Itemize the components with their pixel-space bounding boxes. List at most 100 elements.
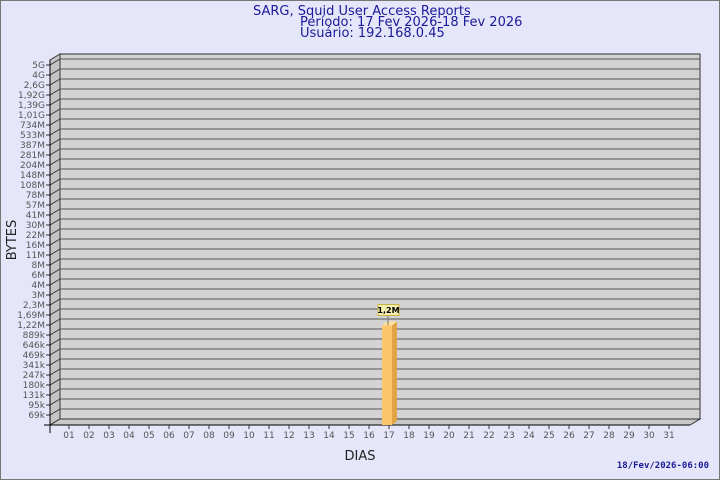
x-tick-label: 07 [183,431,194,441]
x-tick-label: 04 [123,431,135,441]
x-tick-label: 06 [163,431,175,441]
x-tick-label: 18 [403,431,415,441]
x-tick-label: 10 [243,431,255,441]
side-gridline [49,108,61,116]
y-tick-label: 16M [26,241,45,251]
side-gridline [49,68,61,76]
y-tick-label: 1,39G [18,101,45,111]
back-wall [59,53,701,420]
side-gridline [49,328,61,336]
chart-user: Usuário: 192.168.0.45 [300,26,445,41]
x-tick-label: 20 [443,431,455,441]
y-tick-label: 30M [26,221,45,231]
side-gridline [49,268,61,276]
chart-period: Período: 17 Fev 2026-18 Fev 2026 [300,15,523,30]
y-tick-label: 889k [23,331,46,341]
chart-title: SARG, Squid User Access Reports [253,4,471,19]
y-tick-label: 22M [26,231,45,241]
y-tick-label: 247k [23,371,46,381]
side-gridline [49,218,61,226]
x-tick-label: 26 [563,431,575,441]
x-tick-label: 15 [343,431,354,441]
y-tick-label: 3M [32,291,46,301]
side-gridline [49,348,61,356]
y-tick-label: 4G [32,71,45,81]
side-gridline [49,78,61,86]
y-tick-label: 204M [20,161,45,171]
bar-front [382,325,392,425]
side-gridline [49,248,61,256]
side-gridline [49,98,61,106]
x-tick-label: 29 [623,431,635,441]
side-gridline [49,358,61,366]
side-gridline [49,308,61,316]
x-tick-label: 16 [363,431,375,441]
side-gridline [49,398,61,406]
y-axis-label: BYTES [5,220,20,261]
side-gridline [49,138,61,146]
x-tick-label: 21 [463,431,474,441]
y-tick-label: 6M [32,271,46,281]
x-tick-label: 14 [323,431,335,441]
y-tick-label: 4M [32,281,46,291]
y-tick-label: 281M [20,151,45,161]
y-tick-label: 57M [26,201,45,211]
y-tick-label: 533M [20,131,45,141]
y-tick-label: 1,92G [18,91,45,101]
side-gridline [49,258,61,266]
y-tick-label: 148M [20,171,45,181]
y-tick-label: 646k [23,341,46,351]
side-gridline [49,298,61,306]
y-tick-label: 2,6G [24,81,45,91]
y-tick-label: 41M [26,211,45,221]
x-tick-label: 11 [263,431,274,441]
y-tick-label: 1,69M [17,311,45,321]
x-tick-label: 03 [103,431,114,441]
x-tick-label: 22 [483,431,494,441]
side-gridline [49,158,61,166]
x-tick-label: 28 [603,431,615,441]
side-gridline [49,58,61,66]
y-tick-label: 95k [28,401,45,411]
y-tick-label: 1,22M [17,321,45,331]
side-gridline [49,368,61,376]
y-tick-label: 131k [23,391,46,401]
y-tick-label: 69k [28,411,45,421]
data-label: 1,2M [377,306,399,315]
y-tick-label: 341k [23,361,46,371]
x-tick-label: 27 [583,431,594,441]
side-gridline [49,378,61,386]
side-gridline [49,208,61,216]
side-gridline [49,118,61,126]
y-tick-label: 108M [20,181,45,191]
side-gridline [49,388,61,396]
x-tick-label: 25 [543,431,554,441]
report-timestamp: 18/Fev/2026-06:00 [616,461,709,471]
side-gridline [49,178,61,186]
side-gridline [49,198,61,206]
y-tick-label: 78M [26,191,45,201]
y-tick-label: 11M [26,251,45,261]
y-tick-label: 469k [23,351,46,361]
side-gridline [49,278,61,286]
floor [48,418,702,426]
x-tick-label: 05 [143,431,154,441]
x-tick-label: 19 [423,431,435,441]
y-tick-label: 5G [32,61,45,71]
side-gridline [49,128,61,136]
side-gridline [49,168,61,176]
x-tick-label: 12 [283,431,294,441]
side-gridline [49,288,61,296]
y-tick-label: 180k [23,381,46,391]
x-tick-label: 17 [383,431,394,441]
side-gridline [49,238,61,246]
x-tick-label: 08 [203,431,215,441]
side-gridline [49,318,61,326]
side-gridline [49,88,61,96]
x-axis-label: DIAS [345,449,376,464]
y-tick-label: 2,3M [23,301,45,311]
x-tick-label: 30 [643,431,655,441]
x-tick-label: 13 [303,431,314,441]
side-gridline [49,228,61,236]
